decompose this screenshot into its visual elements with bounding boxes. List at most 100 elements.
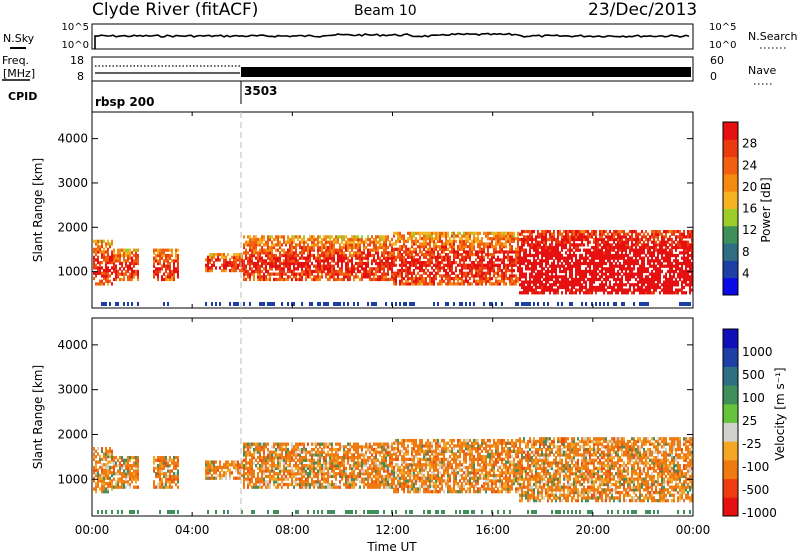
scatter-cell xyxy=(463,271,465,275)
scatter-cell xyxy=(309,302,311,306)
scatter-cell xyxy=(293,474,295,479)
scatter-cell xyxy=(585,251,587,255)
scatter-cell xyxy=(301,264,303,268)
scatter-cell xyxy=(113,264,115,268)
scatter-cell xyxy=(105,263,107,267)
scatter-cell xyxy=(101,476,103,480)
scatter-cell xyxy=(467,250,469,254)
scatter-cell xyxy=(273,469,275,473)
scatter-cell xyxy=(647,256,649,260)
scatter-cell xyxy=(539,232,541,236)
scatter-cell xyxy=(493,253,495,257)
scatter-cell xyxy=(255,447,257,452)
scatter-cell xyxy=(345,253,347,258)
scatter-cell xyxy=(577,259,579,263)
scatter-cell xyxy=(397,253,399,257)
scatter-cell xyxy=(325,272,327,276)
scatter-cell xyxy=(637,259,639,263)
scatter-cell xyxy=(247,485,249,489)
scatter-cell xyxy=(601,256,603,260)
scatter-cell xyxy=(283,469,285,473)
scatter-cell xyxy=(377,275,379,279)
scatter-cell xyxy=(297,464,299,468)
scatter-cell xyxy=(111,452,113,456)
scatter-cell xyxy=(169,455,171,460)
scatter-cell xyxy=(659,269,661,274)
scatter-cell xyxy=(315,275,317,279)
scatter-cell xyxy=(405,239,407,243)
scatter-cell xyxy=(117,485,119,489)
scatter-cell xyxy=(327,251,329,255)
scatter-cell xyxy=(419,266,421,270)
scatter-cell xyxy=(245,450,247,454)
scatter-cell xyxy=(607,256,609,260)
scatter-cell xyxy=(291,237,293,242)
scatter-cell xyxy=(561,269,563,274)
scatter-cell xyxy=(111,253,113,257)
scatter-cell xyxy=(127,277,129,282)
scatter-cell xyxy=(443,258,445,262)
scatter-cell xyxy=(385,243,387,247)
scatter-cell xyxy=(271,474,273,479)
scatter-cell xyxy=(635,232,637,236)
scatter-cell xyxy=(269,482,271,487)
scatter-cell xyxy=(373,277,375,282)
scatter-cell xyxy=(599,302,601,306)
scatter-cell xyxy=(119,464,121,468)
scatter-cell xyxy=(421,268,423,273)
scatter-cell xyxy=(455,250,457,254)
scatter-cell xyxy=(275,235,277,239)
scatter-cell xyxy=(99,479,101,483)
scatter-cell xyxy=(301,472,303,476)
scatter-cell xyxy=(621,237,623,242)
scatter-cell xyxy=(641,245,643,250)
scatter-cell xyxy=(315,269,317,274)
scatter-cell xyxy=(473,276,475,281)
beam-title: Beam 10 xyxy=(354,3,417,19)
scatter-cell xyxy=(117,302,119,306)
scatter-cell xyxy=(123,485,125,489)
scatter-cell xyxy=(451,247,453,251)
scatter-cell xyxy=(245,240,247,244)
scatter-cell xyxy=(169,264,171,268)
scatter-cell xyxy=(163,472,165,476)
scatter-cell xyxy=(247,269,249,274)
scatter-cell xyxy=(505,274,507,278)
scatter-cell xyxy=(251,261,253,266)
scatter-cell xyxy=(495,263,497,267)
scatter-cell xyxy=(465,239,467,243)
scatter-cell xyxy=(647,291,649,295)
scatter-cell xyxy=(233,465,235,470)
scatter-cell xyxy=(471,247,473,251)
scatter-cell xyxy=(607,232,609,236)
scatter-cell xyxy=(403,282,405,286)
scatter-cell xyxy=(115,482,117,487)
scatter-cell xyxy=(115,455,117,460)
scatter-cell xyxy=(607,275,609,279)
scatter-cell xyxy=(353,237,355,242)
scatter-cell xyxy=(351,243,353,247)
scatter-cell xyxy=(93,250,95,254)
scatter-cell xyxy=(267,237,269,242)
scatter-cell xyxy=(567,232,569,236)
scatter-cell xyxy=(129,267,131,271)
scatter-cell xyxy=(535,280,537,284)
scatter-cell xyxy=(127,474,129,479)
scatter-cell xyxy=(297,277,299,282)
scatter-cell xyxy=(133,269,135,274)
scatter-cell xyxy=(501,279,503,283)
scatter-cell xyxy=(565,288,567,292)
scatter-cell xyxy=(303,237,305,242)
scatter-cell xyxy=(391,253,393,258)
scatter-cell xyxy=(325,259,327,263)
scatter-cell xyxy=(121,264,123,268)
scatter-cell xyxy=(303,485,305,489)
scatter-cell xyxy=(247,256,249,260)
scatter-cell xyxy=(629,248,631,252)
scatter-cell xyxy=(603,272,605,276)
scatter-cell xyxy=(291,251,293,255)
scatter-cell xyxy=(403,239,405,243)
scatter-cell xyxy=(593,261,595,266)
scatter-cell xyxy=(631,283,633,287)
scatter-cell xyxy=(563,269,565,274)
